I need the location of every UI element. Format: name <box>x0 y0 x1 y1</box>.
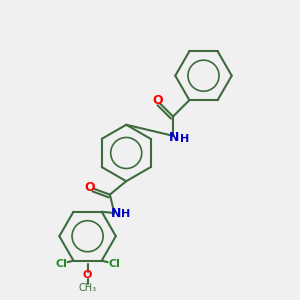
Text: CH₃: CH₃ <box>79 283 97 293</box>
Text: Cl: Cl <box>108 259 120 269</box>
Text: O: O <box>83 270 92 280</box>
Text: H: H <box>121 209 130 220</box>
Text: O: O <box>85 181 95 194</box>
Text: O: O <box>152 94 163 107</box>
Text: N: N <box>169 131 180 144</box>
Text: Cl: Cl <box>55 259 67 269</box>
Text: N: N <box>111 206 121 220</box>
Text: H: H <box>180 134 189 144</box>
